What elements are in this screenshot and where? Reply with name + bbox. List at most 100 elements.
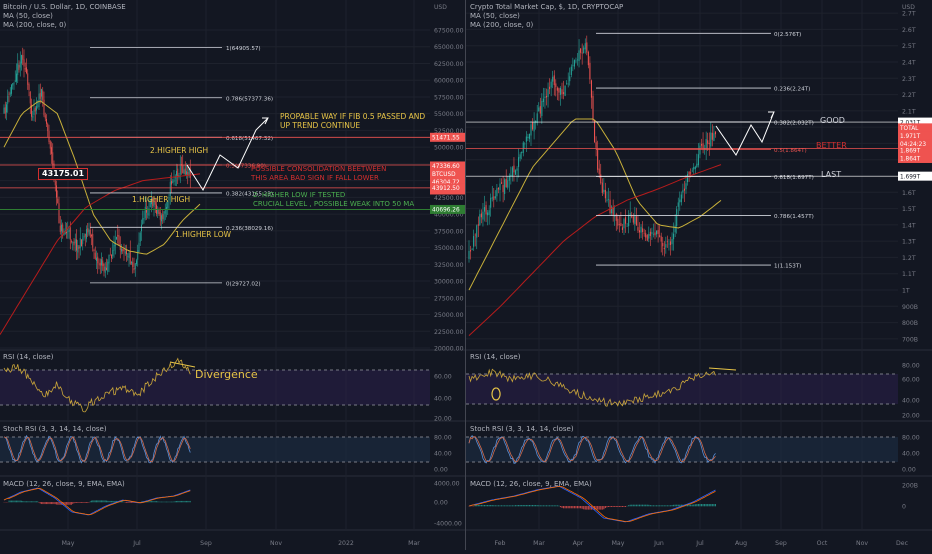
macd-histogram-bar	[149, 501, 150, 502]
price-tag-text: 1.869T	[900, 149, 921, 155]
candle-body	[583, 48, 584, 53]
macd-histogram-bar	[710, 504, 711, 506]
macd-histogram-bar	[50, 502, 51, 504]
macd-histogram-bar	[645, 505, 646, 507]
time-axis-tick: Sep	[200, 540, 212, 547]
candle-body	[648, 234, 649, 239]
btc-chart-svg[interactable]: 67500.0065000.0062500.0060000.0057500.00…	[0, 0, 465, 550]
candle-body	[670, 241, 671, 245]
macd-histogram-bar	[492, 505, 493, 506]
candle-body	[80, 238, 81, 248]
price-axis-tick: 25000.00	[434, 312, 464, 319]
candle-body	[121, 248, 122, 251]
candle-body	[554, 75, 555, 85]
candle-body	[599, 169, 600, 174]
time-axis-tick: Jun	[653, 540, 664, 547]
macd-histogram-bar	[111, 501, 112, 502]
macd-histogram-bar	[166, 502, 167, 503]
candle-body	[617, 219, 618, 226]
macd-histogram-bar	[169, 502, 170, 503]
candle-body	[699, 146, 700, 155]
candle-body	[66, 232, 67, 233]
candle-body	[468, 251, 469, 259]
macd-histogram-bar	[690, 505, 691, 507]
macd-histogram-bar	[670, 505, 671, 506]
candle-body	[517, 168, 518, 170]
macd-histogram-bar	[540, 505, 541, 506]
price-tag-text: BTCUSD	[432, 172, 456, 178]
candle-body	[29, 84, 30, 90]
candle-body	[560, 88, 561, 95]
annotation-last: LAST	[821, 171, 841, 179]
candle-body	[157, 210, 158, 214]
macd-histogram-bar	[125, 502, 126, 503]
candle-body	[70, 227, 71, 239]
annotation-higher-high-1: 1.HIGHER HIGH	[132, 196, 190, 204]
candle-body	[105, 267, 106, 273]
macd-histogram-bar	[631, 505, 632, 507]
macd-histogram-bar	[10, 501, 11, 503]
total-mcap-chart-panel[interactable]: 2.7T2.6T2.5T2.4T2.3T2.2T2.1T2T1.9T1.8T1.…	[466, 0, 932, 550]
price-axis-tick: 20000.00	[434, 346, 464, 353]
macd-histogram-bar	[167, 502, 168, 503]
macd-histogram-bar	[155, 501, 156, 502]
candle-body	[641, 227, 642, 233]
candle-body	[566, 83, 567, 84]
macd-histogram-bar	[51, 502, 52, 504]
macd-histogram-bar	[171, 502, 172, 503]
candle-body	[87, 228, 88, 232]
candle-body	[475, 235, 476, 236]
candle-body	[171, 181, 172, 184]
macd-histogram-bar	[181, 501, 182, 502]
candle-body	[490, 198, 491, 208]
macd-histogram-bar	[187, 501, 188, 502]
candle-body	[715, 132, 716, 135]
macd-histogram-bar	[554, 505, 555, 506]
total-macd-label: MACD (12, 26, close, 9, EMA, EMA)	[470, 480, 592, 488]
price-axis-tick: 2.1T	[902, 108, 916, 115]
macd-histogram-bar	[532, 505, 533, 506]
candle-body	[622, 227, 623, 230]
candle-body	[176, 171, 177, 176]
total-chart-svg[interactable]: 2.7T2.6T2.5T2.4T2.3T2.2T2.1T2T1.9T1.8T1.…	[466, 0, 932, 550]
rsi-axis-tick: 60.00	[434, 374, 452, 381]
macd-histogram-bar	[55, 502, 56, 504]
macd-histogram-bar	[156, 501, 157, 502]
candle-body	[7, 96, 8, 104]
candle-body	[91, 235, 92, 236]
candle-body	[140, 233, 141, 242]
candle-body	[608, 199, 609, 200]
macd-histogram-bar	[493, 505, 494, 506]
macd-histogram-bar	[157, 501, 158, 502]
macd-histogram-bar	[495, 505, 496, 506]
candle-body	[92, 234, 93, 247]
price-tag-text: 51471.55	[432, 136, 460, 142]
macd-histogram-bar	[520, 505, 521, 506]
macd-histogram-bar	[25, 501, 26, 502]
macd-histogram-bar	[40, 502, 41, 504]
rsi-divergence-line	[709, 368, 736, 370]
candle-body	[81, 239, 82, 246]
candle-body	[95, 253, 96, 259]
candle-body	[659, 235, 660, 236]
candle-body	[20, 62, 21, 68]
candle-body	[127, 256, 128, 257]
candle-body	[639, 230, 640, 232]
candle-body	[134, 268, 135, 270]
annotation-higher-low-1: 1.HIGHER LOW	[175, 231, 231, 239]
macd-histogram-bar	[102, 500, 103, 502]
time-axis-tick: May	[62, 540, 75, 547]
candle-body	[137, 250, 138, 260]
candle-body	[35, 108, 36, 112]
candle-body	[509, 177, 510, 181]
macd-histogram-bar	[180, 501, 181, 502]
candle-body	[61, 225, 62, 232]
macd-histogram-bar	[524, 505, 525, 506]
macd-histogram-bar	[100, 500, 101, 502]
macd-histogram-bar	[704, 504, 705, 506]
candle-body	[561, 89, 562, 94]
candle-body	[538, 108, 539, 112]
candle-body	[712, 133, 713, 140]
candle-body	[79, 247, 80, 249]
